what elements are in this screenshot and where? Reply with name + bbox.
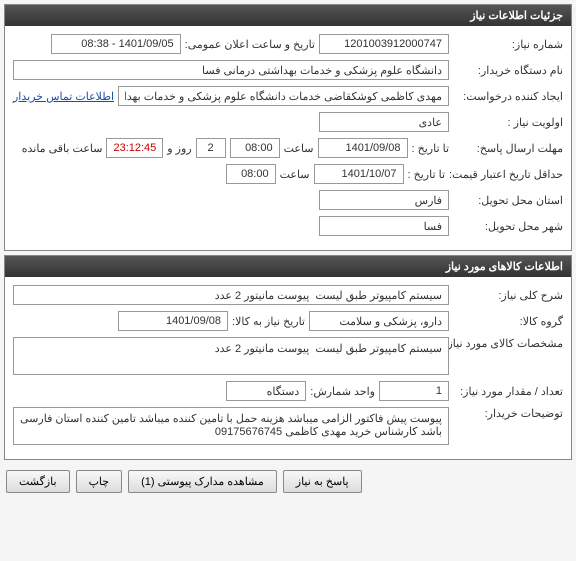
group-field bbox=[309, 311, 449, 331]
row-spec: مشخصات کالای مورد نیاز: bbox=[13, 337, 563, 375]
row-creator: ایجاد کننده درخواست: اطلاعات تماس خریدار bbox=[13, 86, 563, 106]
time-label-1: ساعت bbox=[284, 142, 314, 155]
qty-field bbox=[379, 381, 449, 401]
deadline-date-field bbox=[318, 138, 408, 158]
row-qty: تعداد / مقدار مورد نیاز: واحد شمارش: bbox=[13, 381, 563, 401]
validity-label: حداقل تاریخ اعتبار قیمت: bbox=[449, 168, 563, 181]
announce-field bbox=[51, 34, 181, 54]
city-field bbox=[319, 216, 449, 236]
time-label-2: ساعت bbox=[280, 168, 310, 181]
row-need-no: شماره نیاز: تاریخ و ساعت اعلان عمومی: bbox=[13, 34, 563, 54]
days-left-field bbox=[196, 138, 226, 158]
contact-link[interactable]: اطلاعات تماس خریدار bbox=[13, 90, 114, 103]
deadline-time-field bbox=[230, 138, 280, 158]
group-label: گروه کالا: bbox=[453, 315, 563, 328]
unit-field bbox=[226, 381, 306, 401]
desc-field bbox=[13, 285, 449, 305]
creator-field bbox=[118, 86, 449, 106]
panel2-body: شرح کلی نیاز: گروه کالا: تاریخ نیاز به ک… bbox=[5, 277, 571, 459]
creator-label: ایجاد کننده درخواست: bbox=[453, 90, 563, 103]
row-province: استان محل تحویل: bbox=[13, 190, 563, 210]
priority-label: اولویت نیاز : bbox=[453, 116, 563, 129]
province-field bbox=[319, 190, 449, 210]
notes-label: توضیحات خریدار: bbox=[453, 407, 563, 420]
province-label: استان محل تحویل: bbox=[453, 194, 563, 207]
days-label: روز و bbox=[167, 142, 191, 155]
button-bar: پاسخ به نیاز مشاهده مدارک پیوستی (1) چاپ… bbox=[0, 464, 576, 499]
row-desc: شرح کلی نیاز: bbox=[13, 285, 563, 305]
row-group: گروه کالا: تاریخ نیاز به کالا: bbox=[13, 311, 563, 331]
city-label: شهر محل تحویل: bbox=[453, 220, 563, 233]
spec-field bbox=[13, 337, 449, 375]
need-date-field bbox=[118, 311, 228, 331]
unit-label: واحد شمارش: bbox=[310, 385, 375, 398]
row-notes: توضیحات خریدار: bbox=[13, 407, 563, 445]
desc-label: شرح کلی نیاز: bbox=[453, 289, 563, 302]
panel1-header: جزئیات اطلاعات نیاز bbox=[5, 5, 571, 26]
row-buyer: نام دستگاه خریدار: bbox=[13, 60, 563, 80]
attachments-button[interactable]: مشاهده مدارک پیوستی (1) bbox=[128, 470, 277, 493]
row-priority: اولویت نیاز : bbox=[13, 112, 563, 132]
announce-label: تاریخ و ساعت اعلان عمومی: bbox=[185, 38, 315, 51]
row-city: شهر محل تحویل: bbox=[13, 216, 563, 236]
buyer-field bbox=[13, 60, 449, 80]
remaining-label: ساعت باقی مانده bbox=[22, 142, 103, 155]
deadline-label: مهلت ارسال پاسخ: bbox=[453, 142, 563, 155]
back-button[interactable]: بازگشت bbox=[6, 470, 70, 493]
validity-date-field bbox=[314, 164, 404, 184]
spec-label: مشخصات کالای مورد نیاز: bbox=[453, 337, 563, 350]
reply-button[interactable]: پاسخ به نیاز bbox=[283, 470, 362, 493]
need-no-field bbox=[319, 34, 449, 54]
row-deadline: مهلت ارسال پاسخ: تا تاریخ : ساعت روز و 2… bbox=[13, 138, 563, 158]
need-date-label: تاریخ نیاز به کالا: bbox=[232, 315, 305, 328]
priority-field bbox=[319, 112, 449, 132]
goods-info-panel: اطلاعات کالاهای مورد نیاز شرح کلی نیاز: … bbox=[4, 255, 572, 460]
buyer-label: نام دستگاه خریدار: bbox=[453, 64, 563, 77]
date-to-label: تا تاریخ : bbox=[412, 142, 449, 155]
need-no-label: شماره نیاز: bbox=[453, 38, 563, 51]
qty-label: تعداد / مقدار مورد نیاز: bbox=[453, 385, 563, 398]
needs-detail-panel: جزئیات اطلاعات نیاز شماره نیاز: تاریخ و … bbox=[4, 4, 572, 251]
date-to-label-2: تا تاریخ : bbox=[408, 168, 445, 181]
panel1-body: شماره نیاز: تاریخ و ساعت اعلان عمومی: نا… bbox=[5, 26, 571, 250]
print-button[interactable]: چاپ bbox=[76, 470, 123, 493]
row-validity: حداقل تاریخ اعتبار قیمت: تا تاریخ : ساعت bbox=[13, 164, 563, 184]
notes-field bbox=[13, 407, 449, 445]
validity-time-field bbox=[226, 164, 276, 184]
panel2-header: اطلاعات کالاهای مورد نیاز bbox=[5, 256, 571, 277]
countdown-field: 23:12:45 bbox=[106, 138, 163, 158]
